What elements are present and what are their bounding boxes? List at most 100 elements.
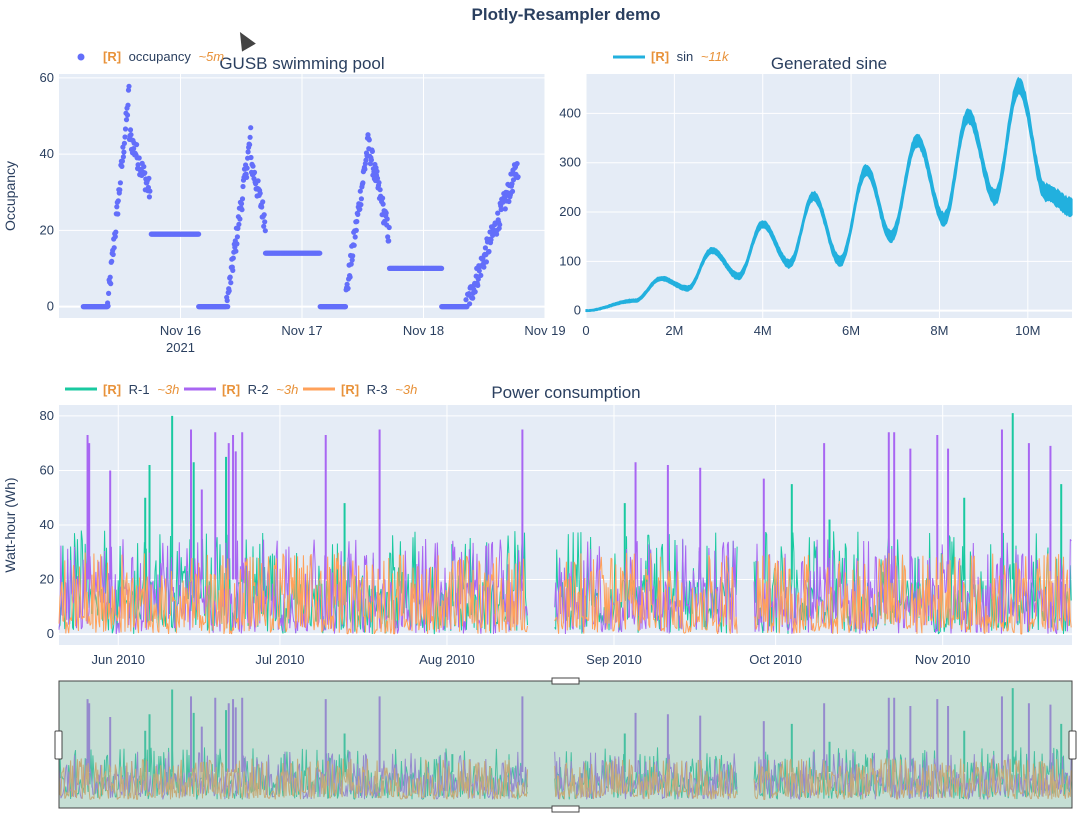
occupancy-point <box>247 142 253 148</box>
occupancy-point <box>262 228 268 234</box>
occupancy-point <box>482 245 488 251</box>
occupancy-point <box>347 274 353 280</box>
power-xtick-label: Nov 2010 <box>915 652 971 667</box>
svg-text:[R] occupancy: [R] occupancy ~5m <box>103 49 224 64</box>
occupancy-point <box>475 276 481 282</box>
legend-r3-name: R-3 <box>367 382 388 397</box>
range-slider-top-grip[interactable] <box>551 677 580 685</box>
occupancy-point <box>105 303 111 309</box>
occupancy-point <box>230 267 236 273</box>
occupancy-ytick-label: 0 <box>47 299 54 314</box>
power-ytick-label: 20 <box>40 572 54 587</box>
occupancy-ytick-label: 60 <box>40 70 54 85</box>
sine-xtick-label: 0 <box>582 323 589 338</box>
occupancy-point <box>515 174 521 180</box>
occupancy-point <box>514 161 520 167</box>
occupancy-point <box>362 166 368 172</box>
occupancy-point <box>247 134 253 140</box>
occupancy-point <box>124 112 131 118</box>
occupancy-point <box>251 169 258 175</box>
power-ytick-label: 0 <box>47 626 54 641</box>
legend-sin-agg: ~11k <box>701 49 730 64</box>
power-xtick-label: Sep 2010 <box>586 652 642 667</box>
occupancy-point <box>506 198 512 205</box>
sine-xtick-label: 4M <box>754 323 772 338</box>
legend-r1-name: R-1 <box>129 382 150 397</box>
legend-r2[interactable]: [R] R-2 ~3h <box>184 382 298 397</box>
occupancy-xtick-label: Nov 17 <box>281 323 322 338</box>
occupancy-point <box>244 165 250 171</box>
occupancy-point <box>348 261 354 267</box>
sine-xticks: 0 2M 4M 6M 8M 10M <box>582 323 1040 338</box>
power-xticks: Jun 2010 Jul 2010 Aug 2010 Sep 2010 Oct 2010… <box>92 652 971 667</box>
svg-text:[R] R-3 ~3h: [R] R-3 ~3h <box>341 382 417 397</box>
svg-text:[R] R-2 ~3h: [R] R-2 ~3h <box>222 382 298 397</box>
occupancy-point <box>117 180 123 186</box>
sine-subplot[interactable]: 0 100 200 300 400 0 2M 4M 6M 8M 10M Generated sin… <box>559 49 1073 338</box>
occupancy-point <box>354 218 360 225</box>
occupancy-point <box>131 146 137 152</box>
occupancy-point <box>107 274 113 280</box>
power-ytick-label: 80 <box>40 408 54 423</box>
sine-chart-title: Generated sine <box>771 54 887 73</box>
power-subplot[interactable]: 0 20 40 60 80 Jun 2010 Jul 2010 Aug 2010 Sep 20… <box>2 382 1072 667</box>
occupancy-point <box>239 196 246 202</box>
occupancy-point <box>117 187 123 193</box>
occupancy-y-axis-label: Occupancy <box>2 161 18 231</box>
range-slider-right-handle[interactable] <box>1068 730 1077 760</box>
occupancy-point <box>227 274 233 280</box>
occupancy-point <box>368 157 374 163</box>
legend-r3[interactable]: [R] R-3 ~3h <box>303 382 417 397</box>
occupancy-point <box>386 238 392 244</box>
power-series-r-3 <box>58 758 1072 800</box>
legend-r3-agg: ~3h <box>395 382 417 397</box>
occupancy-ytick-label: 40 <box>40 146 54 161</box>
occupancy-point <box>115 198 121 204</box>
range-slider-selection[interactable] <box>59 681 1072 808</box>
occupancy-point <box>136 155 142 161</box>
occupancy-point <box>120 154 126 160</box>
range-slider-bottom-grip[interactable] <box>551 805 580 813</box>
occupancy-point <box>350 253 356 259</box>
occupancy-point <box>383 210 389 216</box>
page-title: Plotly-Resampler demo <box>472 5 661 24</box>
occupancy-point <box>374 168 380 174</box>
occupancy-point <box>230 255 236 261</box>
occupancy-xticks: Nov 16 2021 Nov 17 Nov 18 Nov 19 <box>160 323 566 355</box>
legend-sin-tag: [R] <box>651 49 669 64</box>
occupancy-point <box>119 163 125 169</box>
occupancy-xtick-label: Nov 19 <box>524 323 565 338</box>
power-lines <box>58 413 1072 635</box>
occupancy-point <box>245 149 251 155</box>
legend-sin[interactable]: [R] sin ~11k <box>613 49 730 64</box>
occupancy-point <box>108 281 114 287</box>
occupancy-point <box>146 175 152 181</box>
occupancy-point <box>486 248 492 255</box>
power-ytick-label: 60 <box>40 462 54 477</box>
range-slider[interactable] <box>54 677 1077 813</box>
legend-r1-tag: [R] <box>103 382 121 397</box>
occupancy-point <box>147 188 153 194</box>
occupancy-point <box>357 206 363 212</box>
sine-ytick-label: 0 <box>574 303 581 318</box>
occupancy-subplot[interactable]: 0 20 40 60 Nov 16 2021 Nov 17 Nov 18 Nov 19 GUS… <box>2 49 566 355</box>
occupancy-point <box>110 251 116 258</box>
legend-occupancy-agg: ~5m <box>198 49 224 64</box>
range-slider-left-handle[interactable] <box>54 730 63 760</box>
occupancy-point <box>483 259 489 265</box>
occupancy-point <box>128 132 134 138</box>
occupancy-point <box>463 297 469 303</box>
occupancy-point <box>466 291 472 297</box>
occupancy-point <box>488 237 494 243</box>
occupancy-point <box>248 125 254 131</box>
occupancy-point <box>238 201 245 207</box>
occupancy-point <box>358 196 364 202</box>
legend-r1[interactable]: [R] R-1 ~3h <box>65 382 179 397</box>
legend-occupancy-name: occupancy <box>129 49 192 64</box>
occupancy-point <box>472 289 478 295</box>
sine-xtick-label: 6M <box>842 323 860 338</box>
power-series-r-3 <box>58 552 1072 635</box>
occupancy-xtick-label: Nov 18 <box>403 323 444 338</box>
legend-occupancy[interactable]: [R] occupancy ~5m <box>77 49 225 64</box>
